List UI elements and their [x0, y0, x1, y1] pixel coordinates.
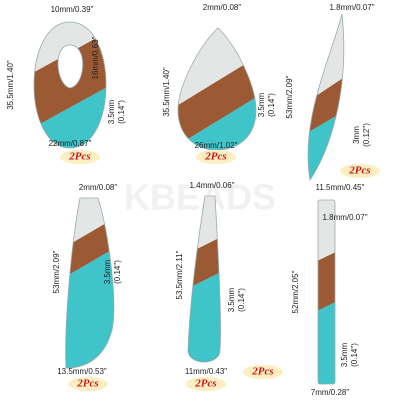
top-dimension: 1.8mm/0.07": [329, 3, 374, 12]
quantity-badge: [68, 377, 108, 391]
width-dimension: 13.5mm/0.53": [57, 367, 107, 376]
quantity-badge: [196, 150, 236, 164]
thickness-inch: (0.14"): [267, 93, 276, 117]
quantity-badge: [243, 365, 283, 379]
pendant-bar: [318, 200, 335, 384]
thickness: 3.5mm: [103, 259, 112, 284]
width-dimension: 22mm/0.87": [49, 139, 92, 148]
quantity: 2Pcs: [204, 151, 226, 163]
top-dimension: 1.4mm/0.06": [189, 181, 234, 190]
width-dimension: 11mm/0.43": [185, 367, 227, 376]
width-dimension: 7mm/0.28": [311, 388, 350, 397]
inner-dimension: 16mm/0.63": [91, 36, 100, 79]
pendant-oval: [34, 22, 106, 148]
quantity: 2Pcs: [251, 366, 273, 378]
thickness: 3.5mm: [340, 342, 349, 367]
top-dimension: 1.8mm/0.07": [322, 213, 367, 222]
height-dimension: 53mm/2.09": [52, 250, 61, 293]
quantity: 2Pcs: [68, 151, 90, 163]
thickness: 3.5mm: [257, 92, 266, 117]
quantity: 2Pcs: [348, 165, 370, 177]
width-dimension: 26mm/1.02": [195, 141, 238, 150]
height-dimension: 35.5mm/1.40": [6, 60, 15, 110]
top-dimension: 2mm/0.08": [203, 3, 242, 12]
quantity: 2Pcs: [76, 378, 98, 390]
thickness: 3mm: [352, 126, 361, 144]
thickness: 3.5mm: [227, 287, 236, 312]
thickness-inch: (0.14"): [350, 343, 359, 367]
width-dimension: 11.5mm/0.45": [316, 183, 365, 192]
thickness-inch: (0.14"): [113, 260, 122, 284]
pendant-teardrop: [178, 28, 256, 150]
thickness-inch: (0.14"): [117, 100, 126, 124]
watermark: KBEADS: [124, 177, 276, 218]
quantity-badge: [60, 150, 100, 164]
thickness: 3.5mm: [107, 99, 116, 124]
quantity-badge: [340, 164, 380, 178]
quantity: 2Pcs: [194, 378, 216, 390]
height-dimension: 53.5mm/2.11": [175, 250, 184, 299]
quantity-badge: [186, 377, 226, 391]
height-dimension: 52mm/2.05": [291, 270, 300, 313]
pendant-leaf: [307, 14, 344, 180]
thickness-inch: (0.12"): [362, 123, 371, 147]
thickness-inch: (0.14"): [237, 288, 246, 312]
top-dimension: 2mm/0.08": [79, 183, 118, 192]
top-dimension: 10mm/0.39": [51, 5, 94, 14]
height-dimension: 53mm/2.09": [285, 75, 294, 118]
height-dimension: 35.5mm/1.40": [162, 67, 171, 117]
